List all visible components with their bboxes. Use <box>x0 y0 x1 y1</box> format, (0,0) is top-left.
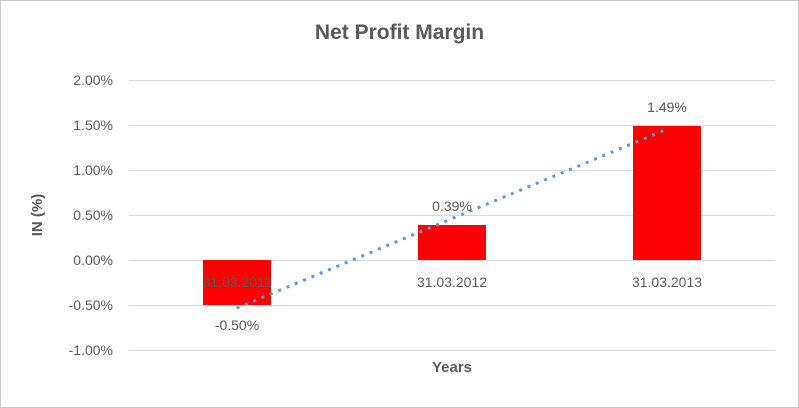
category-label: 31.03.2013 <box>631 274 703 290</box>
y-tick-label: 1.50% <box>73 117 113 133</box>
y-tick-label: -1.00% <box>68 342 113 358</box>
category-label: 31.03.2011 <box>202 274 272 290</box>
x-axis-title: Years <box>431 359 473 376</box>
y-tick-label: -0.50% <box>68 297 113 313</box>
y-tick-label: 2.00% <box>73 72 113 88</box>
gridline <box>129 125 775 126</box>
gridline <box>129 260 775 261</box>
data-label: 1.49% <box>647 99 687 115</box>
data-label: -0.50% <box>214 317 260 333</box>
y-tick-label: 0.50% <box>73 207 113 223</box>
gridline <box>129 80 775 81</box>
chart-title: Net Profit Margin <box>314 21 485 44</box>
gridline <box>129 170 775 171</box>
gridline <box>129 305 775 306</box>
y-tick-label: 0.00% <box>73 252 113 268</box>
bar-31.03.2012 <box>418 225 486 260</box>
data-label: 0.39% <box>432 198 472 214</box>
bar-31.03.2011 <box>203 260 271 305</box>
gridline <box>129 215 775 216</box>
category-label: 31.03.2012 <box>416 274 488 290</box>
y-tick-label: 1.00% <box>73 162 113 178</box>
gridline <box>129 350 775 351</box>
bar-31.03.2013 <box>633 126 701 260</box>
plot-area <box>129 80 775 351</box>
